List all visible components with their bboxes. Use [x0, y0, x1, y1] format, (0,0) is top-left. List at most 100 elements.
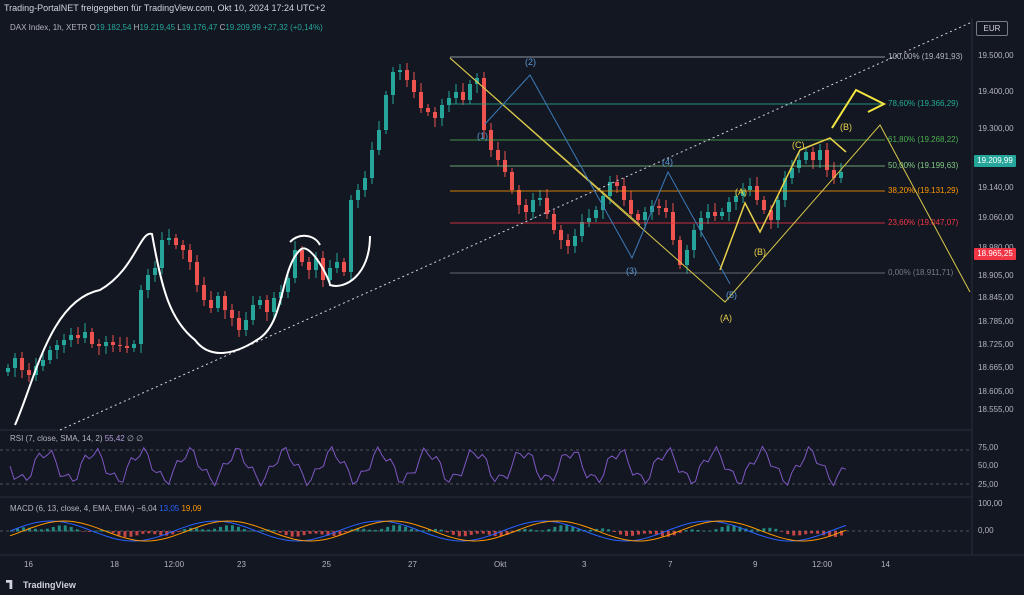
- rsi-legend[interactable]: RSI (7, close, SMA, 14, 2) 55,42 ∅ ∅: [10, 434, 143, 443]
- macd-histogram-bar: [87, 531, 91, 532]
- macd-histogram-bar: [368, 529, 372, 532]
- time-tick: 25: [322, 560, 331, 569]
- candle-body: [713, 212, 717, 216]
- candle-body: [216, 296, 220, 308]
- macd-histogram-bar: [27, 527, 31, 532]
- macd-histogram-bar: [666, 531, 670, 537]
- macd-label[interactable]: MACD (6, 13, close, 4, EMA, EMA): [10, 504, 135, 513]
- candle-body: [762, 200, 766, 210]
- candle-body: [335, 262, 339, 268]
- macd-histogram-bar: [792, 531, 796, 536]
- macd-histogram-bar: [57, 525, 61, 532]
- candle-body: [188, 250, 192, 262]
- candle-body: [818, 150, 822, 160]
- macd-histogram-bar: [648, 531, 652, 534]
- wave-label-2: (2): [525, 57, 536, 67]
- time-tick: Okt: [494, 560, 507, 569]
- open-label: O: [89, 23, 96, 32]
- macd-histogram-bar: [123, 531, 127, 537]
- rsi-pane: [0, 445, 972, 488]
- macd-histogram-bar: [654, 531, 658, 536]
- macd-histogram-bar: [177, 531, 181, 532]
- candle-body: [587, 218, 591, 222]
- high-value: 19.219,45: [139, 23, 176, 32]
- tradingview-logo[interactable]: TradingView: [6, 580, 76, 590]
- macd-histogram-bar: [619, 531, 623, 535]
- hand-drawn-curve: [14, 232, 371, 426]
- candle-body: [223, 296, 227, 310]
- candle-body: [524, 205, 528, 212]
- candle-body: [594, 210, 598, 218]
- time-tick: 27: [408, 560, 417, 569]
- user-drawings[interactable]: [14, 21, 973, 431]
- candle-body: [769, 210, 773, 220]
- time-tick: 16: [24, 560, 33, 569]
- macd-histogram-bar: [642, 531, 646, 534]
- candle-body: [69, 335, 73, 340]
- macd-histogram-bar: [451, 531, 455, 535]
- time-tick: 14: [881, 560, 890, 569]
- candle-body: [447, 98, 451, 105]
- blue-wave-line: [484, 74, 731, 285]
- macd-histogram-bar: [332, 531, 336, 537]
- macd-histogram-bar: [631, 531, 635, 536]
- macd-legend[interactable]: MACD (6, 13, close, 4, EMA, EMA) −6,04 1…: [10, 504, 202, 513]
- macd-histogram-bar: [45, 528, 49, 532]
- macd-histogram-bar: [398, 525, 402, 532]
- price-tick: 19.060,00: [978, 213, 1014, 222]
- macd-histogram-bar: [840, 531, 844, 536]
- candle-body: [734, 196, 738, 202]
- macd-histogram-bar: [487, 531, 491, 535]
- macd-histogram-bar: [416, 530, 420, 532]
- macd-line: [9, 520, 847, 542]
- macd-histogram-bar: [392, 525, 396, 532]
- candle-body: [468, 84, 472, 100]
- price-tick: 18.785,00: [978, 317, 1014, 326]
- low-value: 19.176,47: [181, 23, 218, 32]
- candle-body: [790, 168, 794, 178]
- candle-body: [139, 290, 143, 344]
- macd-histogram-bar: [141, 531, 145, 534]
- candle-body: [202, 285, 206, 300]
- candle-body: [13, 358, 17, 368]
- candle-body: [356, 190, 360, 200]
- candle-body: [433, 112, 437, 118]
- yellow-channel-line: [449, 57, 971, 303]
- macd-histogram-bar: [822, 531, 826, 536]
- candle-body: [580, 222, 584, 236]
- rsi-tick-25: 25,00: [978, 480, 999, 489]
- candle-body: [608, 182, 612, 196]
- macd-histogram-bar: [111, 531, 115, 533]
- yellow-channel-upper: [449, 57, 641, 226]
- candle-body: [566, 240, 570, 246]
- fib-level-label: 50,00% (19.199,63): [888, 161, 959, 170]
- fib-level-label: 100,00% (19.491,93): [888, 52, 963, 61]
- currency-button[interactable]: EUR: [976, 21, 1008, 36]
- macd-histogram-bar: [302, 531, 306, 536]
- symbol-name[interactable]: DAX Index, 1h, XETR: [10, 23, 88, 32]
- macd-histogram-bar: [39, 529, 43, 532]
- macd-histogram-bar: [750, 529, 754, 532]
- candle-body: [741, 190, 745, 196]
- symbol-legend[interactable]: DAX Index, 1h, XETR O19.182,54 H19.219,4…: [10, 23, 323, 32]
- candle-body: [230, 310, 234, 318]
- time-tick: 7: [668, 560, 673, 569]
- candle-body: [195, 262, 199, 285]
- candle-body: [55, 345, 59, 350]
- macd-histogram-bar: [10, 531, 13, 532]
- macd-histogram-bar: [637, 531, 640, 535]
- candle-body: [251, 305, 255, 320]
- macd-histogram-bar: [481, 531, 485, 534]
- macd-histogram-bar: [51, 526, 55, 532]
- wave-label-a-top: (A): [735, 187, 747, 197]
- candle-body: [209, 300, 213, 308]
- rsi-label[interactable]: RSI (7, close, SMA, 14, 2): [10, 434, 103, 443]
- candle-body: [454, 92, 458, 98]
- macd-histogram-bar: [296, 531, 300, 537]
- macd-histogram-bar: [625, 531, 629, 536]
- macd-histogram-bar: [308, 531, 312, 534]
- candle-body: [657, 206, 661, 208]
- fib-level-label: 61,80% (19.268,22): [888, 135, 959, 144]
- candle-body: [125, 346, 129, 348]
